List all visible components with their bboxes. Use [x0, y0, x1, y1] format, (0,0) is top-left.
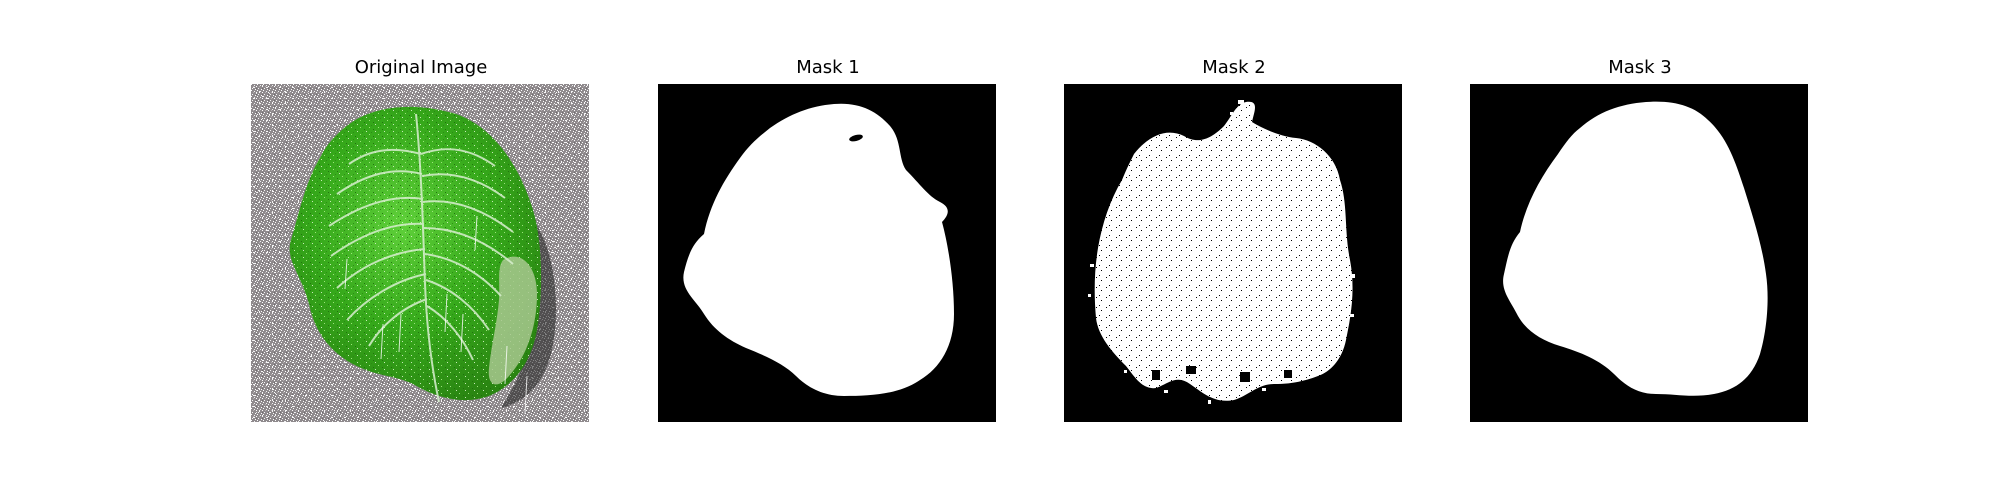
mask-3-foreground [1503, 101, 1768, 396]
mask-1-image [658, 84, 996, 422]
mask-3-panel [1470, 84, 1808, 422]
mask-2-gaps [1152, 366, 1292, 382]
leaf-texture [289, 106, 542, 401]
leaf-pale-region [488, 256, 537, 385]
mask-2-foreground [1094, 101, 1353, 401]
mask-3-image [1470, 84, 1808, 422]
mask-2-panel [1064, 84, 1402, 422]
mask-1-hole [849, 134, 863, 142]
original-image-panel [251, 84, 589, 422]
mask-1-title: Mask 1 [796, 57, 860, 78]
original-image-title: Original Image [354, 57, 488, 78]
mask-2-fringe [1088, 100, 1355, 404]
leaf-veins [328, 113, 514, 403]
mask-2-image [1064, 84, 1402, 422]
mask-1-foreground [683, 103, 954, 396]
mask-3-title: Mask 3 [1608, 57, 1672, 78]
mask-2-title: Mask 2 [1202, 57, 1266, 78]
white-streaks [344, 215, 528, 415]
leaf-photo [251, 84, 589, 422]
mask-1-panel [658, 84, 996, 422]
leaf-shadow [501, 224, 556, 408]
